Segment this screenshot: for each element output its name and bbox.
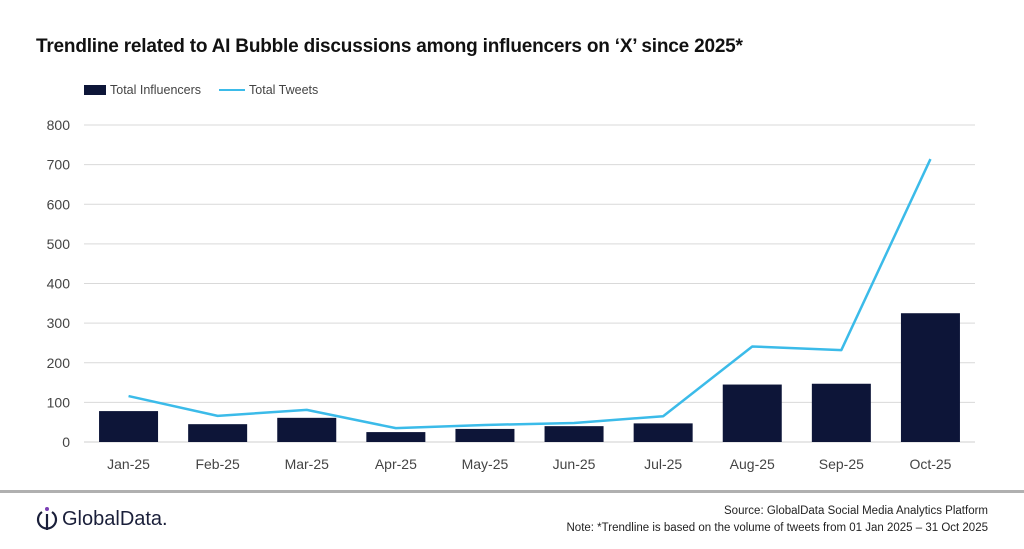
y-tick-label: 200 bbox=[47, 355, 71, 371]
bar-total-influencers bbox=[188, 424, 248, 442]
legend-label: Total Influencers bbox=[110, 83, 202, 97]
note-text: Note: *Trendline is based on the volume … bbox=[566, 522, 989, 534]
globaldata-logo: GlobalData. bbox=[36, 506, 168, 532]
legend-swatch-line bbox=[219, 89, 246, 91]
x-tick-label: Jul-25 bbox=[644, 456, 682, 472]
x-tick-label: Oct-25 bbox=[909, 456, 951, 472]
legend: Total Influencers Total Tweets bbox=[84, 83, 318, 97]
legend-swatch-bar bbox=[84, 85, 106, 95]
footer-notes: Source: GlobalData Social Media Analytic… bbox=[567, 503, 989, 537]
x-tick-label: Apr-25 bbox=[375, 456, 417, 472]
source-text: Source: GlobalData Social Media Analytic… bbox=[724, 505, 988, 517]
divider bbox=[0, 490, 1024, 493]
bar-total-influencers bbox=[455, 428, 515, 442]
bar-total-influencers bbox=[811, 383, 871, 442]
x-tick-label: Aug-25 bbox=[730, 456, 775, 472]
y-tick-label: 800 bbox=[47, 117, 71, 133]
y-tick-label: 500 bbox=[47, 236, 71, 252]
bar-total-influencers bbox=[722, 384, 782, 442]
y-tick-label: 700 bbox=[47, 157, 71, 173]
line-total-tweets bbox=[128, 158, 932, 430]
y-tick-label: 400 bbox=[47, 276, 71, 292]
x-tick-label: Sep-25 bbox=[819, 456, 864, 472]
legend-label: Total Tweets bbox=[249, 83, 319, 97]
legend-item-tweets: Total Tweets bbox=[219, 83, 318, 97]
x-tick-label: Jun-25 bbox=[553, 456, 596, 472]
bar-total-influencers bbox=[544, 426, 604, 442]
globaldata-logo-icon bbox=[36, 507, 58, 530]
y-tick-label: 600 bbox=[47, 196, 71, 212]
y-tick-label: 0 bbox=[62, 434, 70, 450]
bar-total-influencers bbox=[277, 417, 337, 442]
chart-plot: 0 100 200 300 400 500 600 700 800 Jan-25 Feb-25 Mar… bbox=[47, 117, 975, 472]
bar-total-influencers bbox=[99, 411, 159, 442]
y-tick-label: 100 bbox=[47, 394, 71, 410]
x-tick-label: May-25 bbox=[462, 456, 509, 472]
y-tick-label: 300 bbox=[47, 315, 71, 331]
logo-text: GlobalData. bbox=[62, 507, 168, 530]
bar-total-influencers bbox=[366, 432, 426, 442]
x-tick-label: Jan-25 bbox=[107, 456, 150, 472]
bar-total-influencers bbox=[900, 313, 960, 442]
x-tick-label: Feb-25 bbox=[195, 456, 240, 472]
x-tick-label: Mar-25 bbox=[285, 456, 330, 472]
bar-total-influencers bbox=[633, 423, 693, 442]
legend-item-influencers: Total Influencers bbox=[84, 83, 201, 97]
chart-title: Trendline related to AI Bubble discussio… bbox=[36, 36, 743, 57]
